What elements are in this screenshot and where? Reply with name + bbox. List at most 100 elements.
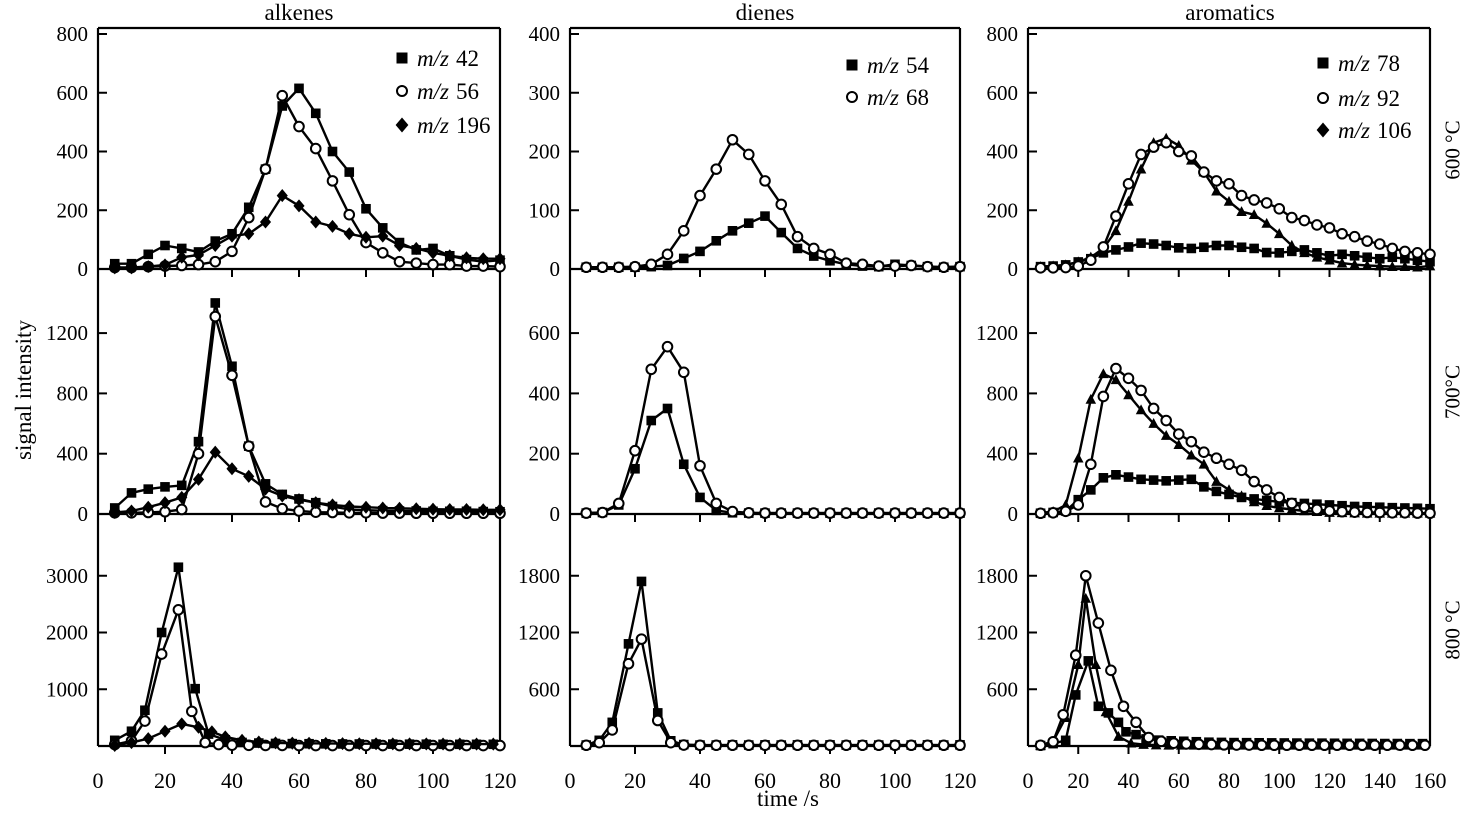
svg-text:200: 200 bbox=[57, 198, 89, 222]
svg-text:m/z54: m/z 54 bbox=[867, 53, 929, 78]
svg-text:400: 400 bbox=[987, 442, 1019, 466]
svg-text:100: 100 bbox=[879, 768, 912, 793]
svg-text:m/z68: m/z 68 bbox=[867, 85, 929, 110]
svg-text:600: 600 bbox=[987, 81, 1019, 105]
svg-text:60: 60 bbox=[288, 768, 310, 793]
svg-text:800: 800 bbox=[987, 381, 1019, 405]
svg-text:20: 20 bbox=[154, 768, 176, 793]
svg-text:1200: 1200 bbox=[46, 321, 88, 345]
series-m-z-92 bbox=[1034, 569, 1431, 752]
series-m-z-42 bbox=[109, 83, 505, 269]
svg-text:40: 40 bbox=[221, 768, 243, 793]
row-label-600c: 600 °C bbox=[1440, 120, 1465, 180]
series-m-z-78 bbox=[1035, 656, 1428, 751]
svg-text:60: 60 bbox=[1168, 768, 1190, 793]
svg-text:m/z92: m/z 92 bbox=[1338, 86, 1400, 111]
svg-text:0: 0 bbox=[78, 502, 89, 526]
series-m-z-92 bbox=[1034, 136, 1436, 274]
svg-text:0: 0 bbox=[93, 768, 104, 793]
series-m-z-196 bbox=[109, 717, 499, 752]
svg-text:160: 160 bbox=[1414, 768, 1447, 793]
svg-text:120: 120 bbox=[484, 768, 517, 793]
svg-text:300: 300 bbox=[529, 81, 561, 105]
panel-aromatics-700c: 0 400 800 1200 bbox=[976, 321, 1436, 526]
panel-dienes-600c: 0 100 200 300 400 m/z 54 m/z 68 bbox=[529, 22, 966, 281]
svg-text:1200: 1200 bbox=[976, 321, 1018, 345]
svg-text:600: 600 bbox=[987, 677, 1019, 701]
svg-text:600: 600 bbox=[529, 677, 561, 701]
legend-dienes: m/z 54 m/z 68 bbox=[846, 53, 929, 110]
svg-text:200: 200 bbox=[529, 442, 561, 466]
svg-text:0: 0 bbox=[550, 502, 561, 526]
svg-text:400: 400 bbox=[987, 140, 1019, 164]
legend-aromatics: m/z 78 m/z 92 m/z 106 bbox=[1316, 51, 1411, 143]
svg-text:400: 400 bbox=[57, 442, 89, 466]
svg-text:60: 60 bbox=[754, 768, 776, 793]
series-m-z-196 bbox=[109, 189, 506, 275]
svg-text:100: 100 bbox=[417, 768, 450, 793]
svg-text:2000: 2000 bbox=[46, 621, 88, 645]
panel-dienes-800c: 600 1200 1800 0 20 40 60 80 100 120 bbox=[518, 564, 977, 793]
svg-text:120: 120 bbox=[1313, 768, 1346, 793]
svg-text:0: 0 bbox=[1008, 502, 1019, 526]
panel-alkenes-800c: 1000 2000 3000 0 20 40 60 80 100 120 bbox=[46, 562, 517, 793]
panel-alkenes-600c: 0 200 400 600 800 m/z 42 m/z 56 m/z 196 bbox=[57, 22, 506, 281]
svg-text:600: 600 bbox=[529, 321, 561, 345]
series-m-z-106 bbox=[1035, 592, 1426, 750]
svg-text:m/z78: m/z 78 bbox=[1338, 51, 1400, 76]
svg-text:m/z56: m/z 56 bbox=[417, 79, 479, 104]
svg-text:140: 140 bbox=[1363, 768, 1396, 793]
svg-text:3000: 3000 bbox=[46, 564, 88, 588]
svg-text:0: 0 bbox=[1008, 257, 1019, 281]
series-m-z-42 bbox=[109, 562, 499, 750]
svg-text:200: 200 bbox=[987, 198, 1019, 222]
svg-text:0: 0 bbox=[550, 257, 561, 281]
column-title-dienes: dienes bbox=[735, 0, 795, 25]
svg-text:100: 100 bbox=[529, 198, 561, 222]
svg-text:1000: 1000 bbox=[46, 677, 88, 701]
series-m-z-54 bbox=[581, 576, 965, 750]
svg-text:20: 20 bbox=[624, 768, 646, 793]
svg-text:0: 0 bbox=[1023, 768, 1034, 793]
svg-text:0: 0 bbox=[78, 257, 89, 281]
svg-text:800: 800 bbox=[57, 381, 89, 405]
series-m-z-42 bbox=[109, 298, 505, 517]
svg-text:400: 400 bbox=[529, 381, 561, 405]
svg-text:40: 40 bbox=[1118, 768, 1140, 793]
svg-text:1200: 1200 bbox=[518, 621, 560, 645]
column-title-aromatics: aromatics bbox=[1185, 0, 1275, 25]
series-m-z-196 bbox=[109, 445, 506, 520]
y-axis-label: signal intensity bbox=[11, 320, 36, 460]
series-m-z-54 bbox=[581, 403, 965, 518]
svg-text:800: 800 bbox=[987, 22, 1019, 46]
svg-text:100: 100 bbox=[1263, 768, 1296, 793]
svg-text:1800: 1800 bbox=[976, 564, 1018, 588]
row-label-800c: 800 °C bbox=[1440, 600, 1465, 660]
series-m-z-68 bbox=[580, 633, 966, 752]
row-label-700c: 700°C bbox=[1440, 365, 1465, 419]
series-m-z-68 bbox=[580, 133, 966, 274]
svg-text:600: 600 bbox=[57, 81, 89, 105]
svg-text:20: 20 bbox=[1067, 768, 1089, 793]
svg-text:40: 40 bbox=[689, 768, 711, 793]
svg-text:1800: 1800 bbox=[518, 564, 560, 588]
series-m-z-106 bbox=[1035, 132, 1436, 272]
svg-text:400: 400 bbox=[57, 140, 89, 164]
panel-dienes-700c: 0 200 400 600 bbox=[529, 321, 966, 526]
column-title-alkenes: alkenes bbox=[264, 0, 334, 25]
svg-text:120: 120 bbox=[944, 768, 977, 793]
panel-alkenes-700c: 0 400 800 1200 bbox=[46, 298, 506, 526]
svg-text:m/z42: m/z 42 bbox=[417, 46, 479, 71]
svg-text:80: 80 bbox=[819, 768, 841, 793]
svg-text:80: 80 bbox=[355, 768, 377, 793]
series-m-z-68 bbox=[580, 340, 966, 519]
x-axis-label: time /s bbox=[757, 786, 819, 811]
panel-aromatics-600c: 0 200 400 600 800 m/z 78 m/z 92 m/z 106 bbox=[987, 22, 1436, 281]
legend-alkenes: m/z 42 m/z 56 m/z 196 bbox=[395, 46, 490, 138]
series-m-z-92 bbox=[1034, 362, 1436, 520]
svg-text:80: 80 bbox=[1218, 768, 1240, 793]
